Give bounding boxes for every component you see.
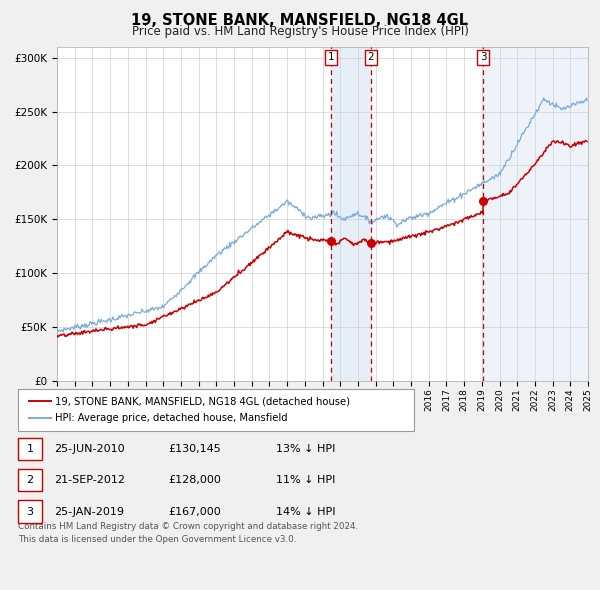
Text: 2: 2 xyxy=(26,476,34,485)
Text: 25-JAN-2019: 25-JAN-2019 xyxy=(54,507,124,516)
Text: £167,000: £167,000 xyxy=(168,507,221,516)
Text: 19, STONE BANK, MANSFIELD, NG18 4GL: 19, STONE BANK, MANSFIELD, NG18 4GL xyxy=(131,13,469,28)
Text: HPI: Average price, detached house, Mansfield: HPI: Average price, detached house, Mans… xyxy=(55,413,288,422)
Text: £130,145: £130,145 xyxy=(168,444,221,454)
Text: This data is licensed under the Open Government Licence v3.0.: This data is licensed under the Open Gov… xyxy=(18,535,296,544)
Text: 14% ↓ HPI: 14% ↓ HPI xyxy=(276,507,335,516)
Text: 1: 1 xyxy=(26,444,34,454)
Text: 1: 1 xyxy=(328,52,334,62)
Text: 19, STONE BANK, MANSFIELD, NG18 4GL (detached house): 19, STONE BANK, MANSFIELD, NG18 4GL (det… xyxy=(55,396,350,406)
Text: 3: 3 xyxy=(480,52,487,62)
Text: 11% ↓ HPI: 11% ↓ HPI xyxy=(276,476,335,485)
Text: Price paid vs. HM Land Registry's House Price Index (HPI): Price paid vs. HM Land Registry's House … xyxy=(131,25,469,38)
Text: 21-SEP-2012: 21-SEP-2012 xyxy=(54,476,125,485)
Text: Contains HM Land Registry data © Crown copyright and database right 2024.: Contains HM Land Registry data © Crown c… xyxy=(18,522,358,531)
Text: 3: 3 xyxy=(26,507,34,516)
Bar xyxy=(483,47,588,381)
Text: 25-JUN-2010: 25-JUN-2010 xyxy=(54,444,125,454)
Bar xyxy=(579,47,588,381)
Bar xyxy=(331,47,371,381)
Text: 2: 2 xyxy=(367,52,374,62)
Text: £128,000: £128,000 xyxy=(168,476,221,485)
Text: 13% ↓ HPI: 13% ↓ HPI xyxy=(276,444,335,454)
